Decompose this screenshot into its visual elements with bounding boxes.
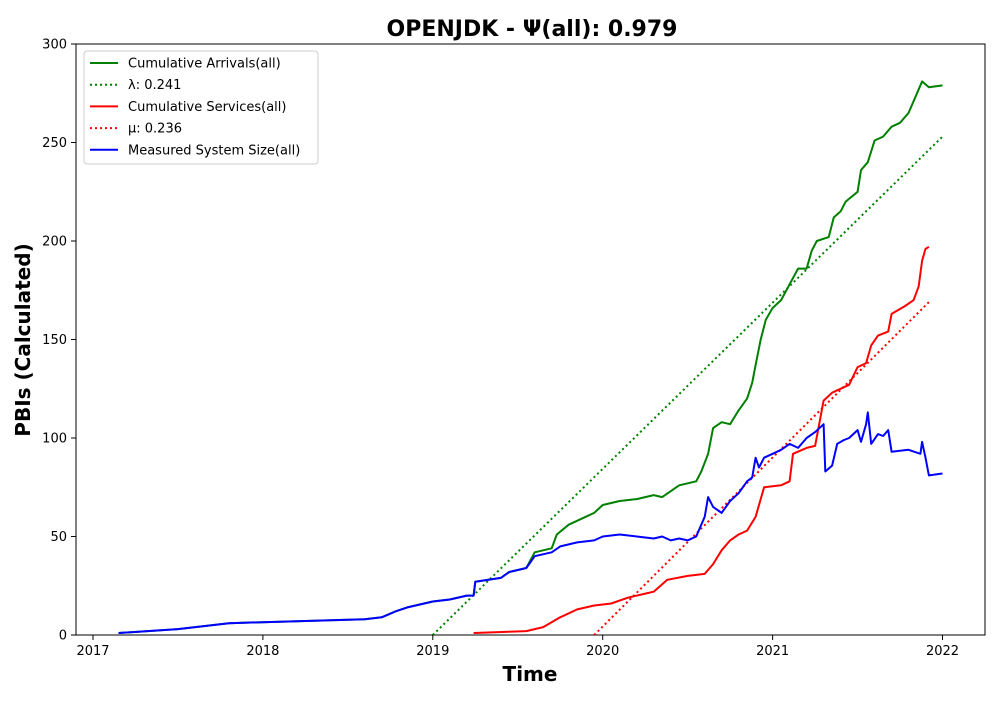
x-tick-label: 2019 bbox=[416, 644, 449, 659]
x-tick-label: 2022 bbox=[926, 644, 959, 659]
legend-entry-label: μ: 0.236 bbox=[128, 122, 182, 137]
x-tick-label: 2020 bbox=[586, 644, 619, 659]
x-tick-label: 2021 bbox=[756, 644, 789, 659]
y-tick-label: 150 bbox=[42, 333, 67, 348]
y-tick-label: 100 bbox=[42, 432, 67, 447]
y-tick-label: 250 bbox=[42, 136, 67, 151]
legend-entry-label: Cumulative Services(all) bbox=[128, 100, 286, 115]
legend-entry-label: Cumulative Arrivals(all) bbox=[128, 57, 281, 72]
legend-entry-label: Measured System Size(all) bbox=[128, 143, 300, 158]
y-tick-label: 50 bbox=[50, 530, 67, 545]
y-axis-label: PBIs (Calculated) bbox=[11, 243, 35, 436]
y-tick-label: 0 bbox=[59, 629, 67, 644]
y-tick-label: 300 bbox=[42, 38, 67, 53]
legend: Cumulative Arrivals(all) λ: 0.241 Cumulati… bbox=[84, 51, 318, 164]
legend-entry-label: λ: 0.241 bbox=[128, 78, 181, 93]
x-axis-label: Time bbox=[503, 662, 558, 686]
y-tick-label: 200 bbox=[42, 235, 67, 250]
x-tick-label: 2017 bbox=[76, 644, 109, 659]
y-axis: 0 50 100 150 200 250 300 bbox=[42, 38, 76, 644]
x-tick-label: 2018 bbox=[246, 644, 279, 659]
chart-title: OPENJDK - Ψ(all): 0.979 bbox=[387, 17, 678, 42]
x-axis: 2017 2018 2019 2020 2021 2022 bbox=[76, 635, 959, 659]
